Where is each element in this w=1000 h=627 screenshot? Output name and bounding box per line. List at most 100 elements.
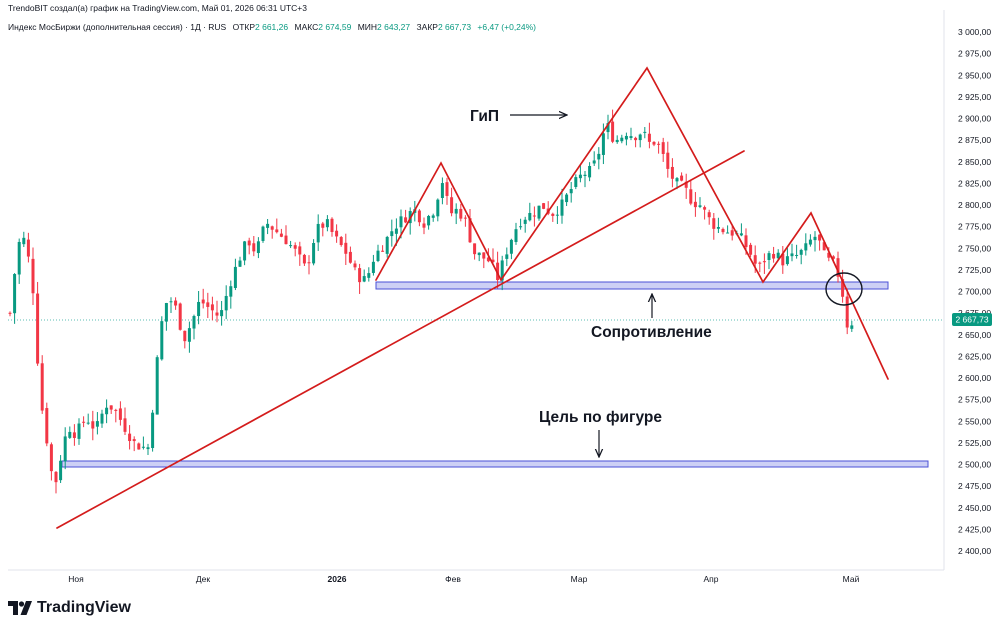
symbol-name[interactable]: Индекс МосБиржи (дополнительная сессия) …	[8, 22, 227, 32]
price-tick-label: 2 625,00	[958, 351, 991, 361]
candle-down	[749, 242, 753, 257]
price-tick-label: 2 825,00	[958, 178, 991, 188]
candle-down	[551, 212, 555, 222]
candle-up	[537, 205, 541, 221]
candle-up	[555, 206, 559, 225]
plot-area[interactable]	[8, 10, 944, 570]
candle-up	[367, 267, 371, 282]
legend-row: Индекс МосБиржи (дополнительная сессия) …	[8, 22, 536, 32]
candle-up	[256, 237, 260, 259]
candle-up	[243, 240, 247, 266]
time-tick-label: 2026	[328, 574, 347, 584]
candle-down	[123, 407, 127, 436]
candle-up	[394, 218, 398, 246]
candle-up	[261, 225, 265, 243]
price-tick-label: 2 750,00	[958, 243, 991, 253]
candle-up	[17, 238, 21, 284]
candle-up	[160, 316, 164, 361]
candle-down	[293, 242, 297, 257]
candle-up	[362, 269, 366, 283]
candle-up	[808, 234, 812, 247]
price-tick-label: 2 525,00	[958, 438, 991, 448]
candle-down	[174, 297, 178, 310]
price-tick-label: 2 950,00	[958, 70, 991, 80]
candle-down	[463, 215, 467, 227]
candle-down	[298, 241, 302, 266]
candle-down	[114, 408, 118, 423]
tradingview-logo-icon	[8, 601, 32, 615]
candle-down	[91, 410, 95, 441]
time-tick-label: Апр	[704, 574, 719, 584]
candle-up	[588, 162, 592, 182]
candle-up	[578, 165, 582, 183]
price-tick-label: 2 500,00	[958, 460, 991, 470]
candle-down	[491, 248, 495, 265]
price-tick-label: 2 575,00	[958, 395, 991, 405]
candle-down	[657, 141, 661, 154]
candle-down	[302, 253, 306, 266]
price-tick-label: 2 900,00	[958, 114, 991, 124]
candle-down	[693, 192, 697, 217]
candle-up	[804, 233, 808, 256]
candle-up	[850, 320, 854, 332]
breakout-circle[interactable]	[825, 272, 863, 306]
price-tick-label: 2 400,00	[958, 546, 991, 556]
candle-down	[210, 296, 214, 321]
open-label: ОТКР	[232, 22, 256, 32]
candle-up	[63, 427, 67, 470]
price-tick-label: 2 725,00	[958, 265, 991, 275]
candle-down	[417, 209, 421, 227]
last-price-tag: 2 667,73	[952, 313, 992, 326]
candle-up	[643, 127, 647, 139]
price-axis-labels: 2 400,00 2 425,00 2 450,00 2 475,00 2 500,00…	[958, 27, 991, 556]
high-label: МАКС	[294, 22, 319, 32]
candle-down	[836, 251, 840, 283]
candle-up	[785, 247, 789, 266]
target-label: Цель по фигуре	[539, 409, 662, 426]
head-and-shoulders-outline[interactable]	[375, 66, 889, 380]
candle-down	[422, 217, 426, 235]
candle-up	[385, 235, 389, 258]
candle-down	[468, 209, 472, 244]
candle-down	[183, 330, 187, 349]
candle-up	[224, 285, 228, 320]
candle-down	[689, 179, 693, 206]
low-label: МИН	[357, 22, 378, 32]
price-tick-label: 2 700,00	[958, 287, 991, 297]
candle-down	[344, 233, 348, 265]
close-label: ЗАКР	[416, 22, 438, 32]
candle-up	[390, 219, 394, 247]
candle-up	[22, 231, 26, 248]
time-axis[interactable]: Ноя Дек 2026 Фев Мар Апр Май	[68, 574, 859, 584]
candle-down	[703, 205, 707, 220]
candle-up	[514, 222, 518, 245]
change-value: +6,47 (+0,24%)	[477, 22, 537, 32]
last-price-tag-value: 2 667,73	[955, 315, 988, 325]
candle-down	[36, 281, 40, 366]
candle-up	[325, 215, 329, 232]
candle-down	[845, 288, 849, 335]
candle-down	[634, 136, 638, 148]
candle-up	[477, 252, 481, 262]
candle-down	[307, 255, 311, 275]
candle-down	[26, 232, 30, 263]
candle-up	[726, 225, 730, 234]
tradingview-logo[interactable]: TradingView	[8, 597, 131, 619]
candle-up	[59, 455, 63, 484]
candle-down	[270, 225, 274, 239]
long-trend-line[interactable]	[56, 150, 745, 529]
candle-down	[730, 225, 734, 241]
candle-down	[201, 288, 205, 309]
candle-down	[31, 247, 35, 306]
candle-down	[445, 177, 449, 205]
resistance-zone[interactable]	[375, 281, 889, 290]
candle-down	[49, 442, 53, 481]
candle-down	[772, 246, 776, 263]
candle-down	[670, 158, 674, 188]
tradingview-logo-text: TradingView	[37, 599, 131, 616]
time-tick-label: Ноя	[68, 574, 84, 584]
candle-down	[178, 302, 182, 331]
price-tick-label: 2 600,00	[958, 373, 991, 383]
target-zone[interactable]	[61, 460, 929, 468]
